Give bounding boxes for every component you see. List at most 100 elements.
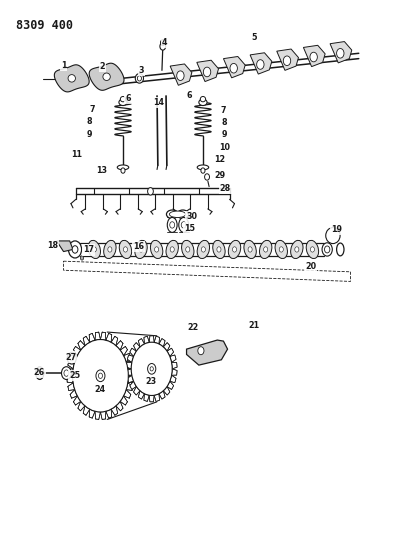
Ellipse shape — [324, 246, 329, 253]
Text: 27: 27 — [65, 353, 76, 361]
Polygon shape — [120, 396, 127, 405]
Ellipse shape — [200, 168, 204, 173]
Ellipse shape — [181, 240, 193, 259]
Ellipse shape — [80, 256, 83, 260]
Text: 17: 17 — [83, 246, 94, 254]
Polygon shape — [186, 340, 227, 365]
Polygon shape — [100, 332, 106, 340]
Polygon shape — [67, 361, 74, 369]
Polygon shape — [124, 353, 130, 362]
Ellipse shape — [92, 247, 96, 252]
Text: 2: 2 — [99, 62, 105, 70]
Polygon shape — [133, 343, 140, 351]
Text: 9: 9 — [221, 130, 227, 139]
Ellipse shape — [135, 240, 147, 259]
Polygon shape — [329, 42, 351, 63]
Text: 7: 7 — [220, 106, 226, 115]
Ellipse shape — [197, 165, 208, 169]
Ellipse shape — [203, 67, 210, 77]
Ellipse shape — [283, 56, 290, 66]
Text: 16: 16 — [133, 243, 144, 251]
Polygon shape — [131, 342, 172, 395]
Ellipse shape — [72, 340, 128, 412]
Polygon shape — [116, 401, 123, 411]
Ellipse shape — [263, 247, 267, 252]
Polygon shape — [70, 353, 77, 362]
Ellipse shape — [181, 222, 186, 228]
Polygon shape — [89, 333, 95, 342]
Polygon shape — [100, 411, 106, 419]
Ellipse shape — [123, 247, 127, 252]
Ellipse shape — [178, 217, 188, 232]
Polygon shape — [126, 362, 131, 369]
Polygon shape — [133, 386, 140, 395]
Polygon shape — [196, 60, 218, 82]
Ellipse shape — [198, 99, 207, 106]
Ellipse shape — [243, 240, 256, 259]
Ellipse shape — [170, 247, 174, 252]
Polygon shape — [163, 386, 169, 395]
Ellipse shape — [201, 247, 205, 252]
Text: 19: 19 — [330, 225, 341, 233]
Ellipse shape — [117, 165, 128, 169]
Polygon shape — [54, 65, 89, 92]
Ellipse shape — [310, 247, 314, 252]
Text: 10: 10 — [219, 143, 229, 151]
Ellipse shape — [325, 228, 339, 244]
Ellipse shape — [160, 39, 164, 46]
Polygon shape — [56, 241, 73, 252]
Polygon shape — [130, 348, 136, 357]
Ellipse shape — [68, 75, 75, 82]
Ellipse shape — [139, 247, 143, 252]
Text: 4: 4 — [162, 38, 167, 47]
Polygon shape — [171, 369, 177, 375]
Text: 5: 5 — [251, 33, 256, 42]
Ellipse shape — [119, 240, 131, 259]
Text: 20: 20 — [304, 262, 316, 271]
Ellipse shape — [247, 247, 252, 252]
Polygon shape — [149, 336, 154, 342]
Ellipse shape — [279, 247, 283, 252]
Polygon shape — [130, 381, 136, 390]
Polygon shape — [127, 375, 133, 383]
Polygon shape — [128, 376, 134, 383]
Ellipse shape — [336, 49, 343, 58]
Text: 3: 3 — [138, 66, 144, 75]
Polygon shape — [169, 355, 175, 362]
Ellipse shape — [309, 52, 317, 62]
Text: 6: 6 — [125, 94, 130, 103]
Polygon shape — [276, 49, 298, 70]
Text: 13: 13 — [96, 166, 106, 175]
Polygon shape — [127, 355, 133, 362]
Polygon shape — [170, 64, 191, 85]
Text: 11: 11 — [72, 150, 82, 159]
Polygon shape — [73, 396, 81, 405]
Polygon shape — [106, 333, 112, 342]
Ellipse shape — [131, 342, 172, 395]
Polygon shape — [166, 348, 173, 357]
Polygon shape — [154, 394, 159, 401]
Polygon shape — [70, 390, 77, 398]
Polygon shape — [111, 336, 117, 345]
Ellipse shape — [197, 240, 209, 259]
Ellipse shape — [177, 210, 188, 219]
Ellipse shape — [232, 247, 236, 252]
Text: 9: 9 — [86, 130, 92, 139]
Ellipse shape — [150, 240, 162, 259]
Polygon shape — [149, 395, 154, 402]
Text: 21: 21 — [248, 321, 259, 329]
Ellipse shape — [167, 217, 177, 232]
Polygon shape — [144, 394, 149, 401]
Ellipse shape — [256, 60, 263, 69]
Text: 18: 18 — [47, 241, 58, 249]
Polygon shape — [138, 338, 144, 347]
Ellipse shape — [72, 246, 78, 253]
Text: 8309 400: 8309 400 — [16, 19, 73, 31]
Ellipse shape — [294, 247, 298, 252]
Polygon shape — [163, 343, 169, 351]
Polygon shape — [159, 338, 165, 347]
Polygon shape — [83, 406, 90, 415]
Polygon shape — [89, 409, 95, 418]
Ellipse shape — [274, 240, 287, 259]
Text: 6: 6 — [186, 92, 192, 100]
